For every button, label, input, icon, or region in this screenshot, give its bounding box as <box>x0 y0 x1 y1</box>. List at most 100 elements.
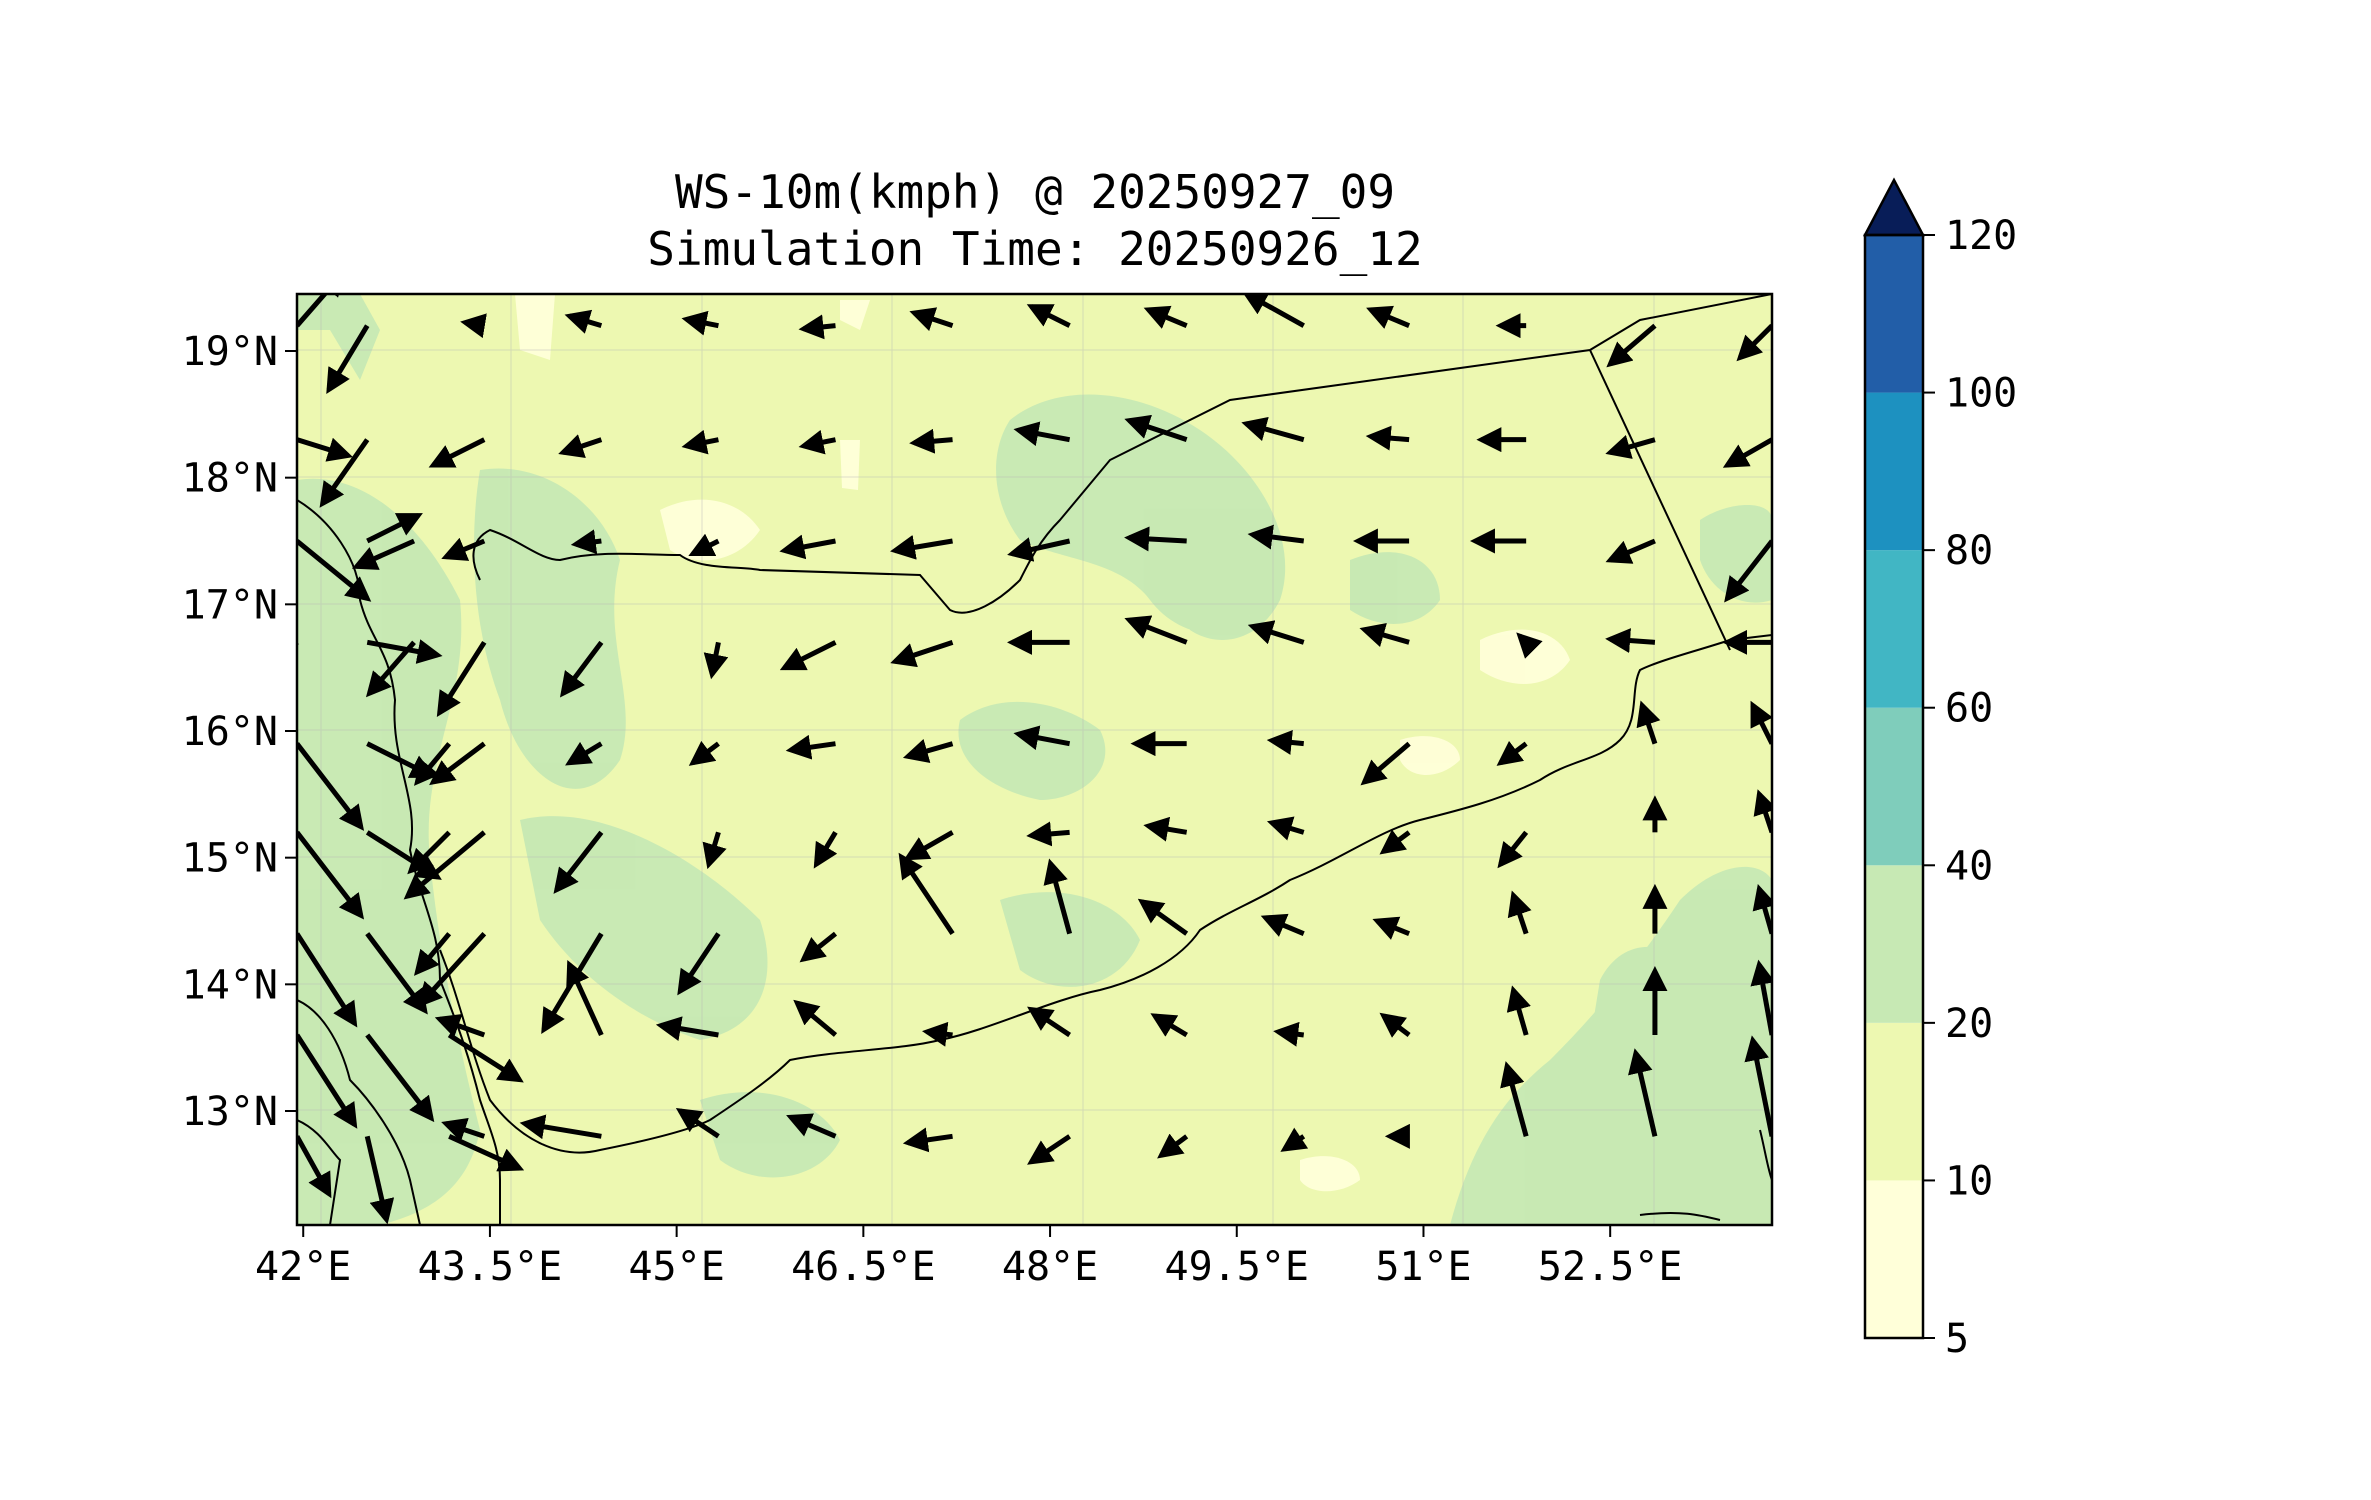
colorbar-tick-label: 20 <box>1945 1001 1993 1047</box>
wind-vector-arrow <box>1379 1012 1411 1038</box>
colorbar-tick-label: 5 <box>1945 1316 1969 1362</box>
wind-vector-arrow <box>366 639 443 664</box>
wind-vector-arrow <box>429 741 486 786</box>
wind-vector-arrow <box>416 931 487 1008</box>
wind-vector-arrow <box>799 931 838 963</box>
wind-vector-arrow <box>297 1135 332 1199</box>
wind-vector-arrow <box>564 309 603 334</box>
wind-vector-arrow <box>890 534 953 560</box>
lon-tick-label: 51°E <box>1375 1244 1471 1290</box>
wind-vector-arrow <box>675 1107 720 1139</box>
wind-vector-arrow <box>1379 829 1411 855</box>
wind-vector-arrow <box>519 1114 602 1140</box>
wind-vector-arrow <box>1273 1021 1305 1047</box>
wind-vector-arrow <box>1359 623 1410 648</box>
colorbar-tick-label: 10 <box>1945 1158 1993 1204</box>
horn-coast <box>297 999 421 1225</box>
longitude-tick-labels: 42°E 43.5°E 45°E 46.5°E 48°E 49.5°E 51°E 52.5°E <box>255 1225 1682 1290</box>
lat-tick-label: 14°N <box>182 962 278 1008</box>
map-title-line2: Simulation Time: 20250926_12 <box>647 222 1422 276</box>
wind-vector-arrow <box>297 437 353 462</box>
wind-vector-arrow <box>1241 416 1305 443</box>
wind-vector-arrow <box>1606 323 1657 368</box>
colorbar-tick-label: 100 <box>1945 371 2017 417</box>
wind-vector-arrow <box>898 852 955 936</box>
wind-vector-arrow <box>1124 526 1187 552</box>
map-panel <box>297 294 1772 1225</box>
lat-tick-label: 13°N <box>182 1089 278 1135</box>
wind-vector-arrow <box>326 324 370 394</box>
wind-vector-arrow <box>921 1021 953 1047</box>
wind-vector-arrow <box>785 734 836 760</box>
lon-tick-label: 42°E <box>255 1244 351 1290</box>
wind-vector-arrow <box>297 830 365 920</box>
djibouti-coast <box>297 1119 342 1225</box>
wind-vector-arrow <box>1043 858 1073 935</box>
colorbar-tick-label: 120 <box>1945 213 2017 259</box>
lon-tick-label: 46.5°E <box>791 1244 936 1290</box>
lat-tick-label: 19°N <box>182 329 278 375</box>
wind-vector-arrow <box>319 438 370 508</box>
wind-vector-arrow <box>909 428 953 454</box>
wind-vector-arrow <box>436 640 487 717</box>
wind-vector-arrow <box>793 999 838 1037</box>
latitude-tick-labels: 19°N 18°N 17°N 16°N 15°N 14°N 13°N <box>182 329 297 1135</box>
wind-vector-arrow <box>1360 741 1411 786</box>
wind-vector-arrow <box>297 294 346 328</box>
wind-vector-arrow <box>297 642 299 647</box>
wind-vector-arrow <box>909 307 954 332</box>
wind-vector-arrow <box>447 1032 524 1083</box>
wind-vector-arrow <box>558 434 603 459</box>
wind-vector-arrow <box>1143 816 1188 842</box>
wind-vector-arrow <box>559 640 604 698</box>
wind-vector-arrow <box>786 1113 837 1139</box>
colorbar: 5 10 20 40 60 80 100 120 <box>1862 177 2017 1362</box>
wind-vector-arrow <box>681 429 719 455</box>
wind-vector-arrow <box>1157 1133 1189 1159</box>
wind-vector-arrow <box>565 741 603 766</box>
wind-vector-arrow <box>1137 898 1189 936</box>
wind-vector-arrow <box>1013 421 1071 447</box>
lon-tick-label: 43.5°E <box>418 1244 563 1290</box>
wind-vector-arrow <box>1026 304 1071 328</box>
wind-vector-arrow <box>1266 730 1304 755</box>
colorbar-segment <box>1865 865 1923 1023</box>
wind-vector-arrow <box>1247 620 1305 645</box>
lon-tick-label: 45°E <box>628 1244 724 1290</box>
colorbar-segment <box>1865 1180 1923 1338</box>
saudi-oman-border <box>1589 349 1731 651</box>
wind-vector-arrow <box>681 310 719 336</box>
wind-vector-arrow <box>570 529 602 555</box>
wind-vector-arrow <box>1744 1035 1772 1137</box>
colorbar-segment <box>1865 392 1923 551</box>
wind-vector-arrow <box>902 1127 953 1153</box>
colorbar-tick-label: 40 <box>1945 843 1993 889</box>
wind-vector-arrow <box>441 1117 486 1142</box>
wind-vector-arrow <box>1241 294 1305 328</box>
colorbar-segment <box>1865 707 1923 866</box>
lat-tick-label: 16°N <box>182 709 278 755</box>
wind-vector-arrow <box>655 1016 719 1042</box>
wind-vector-arrow <box>1143 305 1188 329</box>
wind-vector-arrow <box>1150 1013 1188 1038</box>
wind-vector-arrow <box>677 932 721 996</box>
wind-vector-arrow <box>403 830 486 900</box>
wind-vector-arrow <box>1124 615 1188 645</box>
lat-tick-label: 17°N <box>182 582 278 628</box>
wind-vector-arrow <box>1280 1127 1309 1152</box>
map-frame <box>295 292 1774 1227</box>
wind-vector-arrow <box>366 513 423 544</box>
wind-vector-arrow <box>1750 700 1772 745</box>
wind-vector-arrow <box>365 1033 435 1123</box>
wind-vector-arrow <box>297 539 372 602</box>
wind-vector-arrow <box>688 740 720 766</box>
wind-vector-arrow <box>351 538 416 570</box>
wind-vector-arrow <box>1605 628 1656 654</box>
lat-tick-label: 18°N <box>182 456 278 502</box>
wind-vector-arrow <box>365 932 428 1015</box>
wind-vector-arrow <box>566 960 604 1037</box>
wind-vector-arrow <box>798 429 836 455</box>
lon-tick-label: 49.5°E <box>1165 1244 1310 1290</box>
wind-vector-arrow <box>688 533 720 557</box>
yemen-south-coast <box>439 634 1772 1154</box>
